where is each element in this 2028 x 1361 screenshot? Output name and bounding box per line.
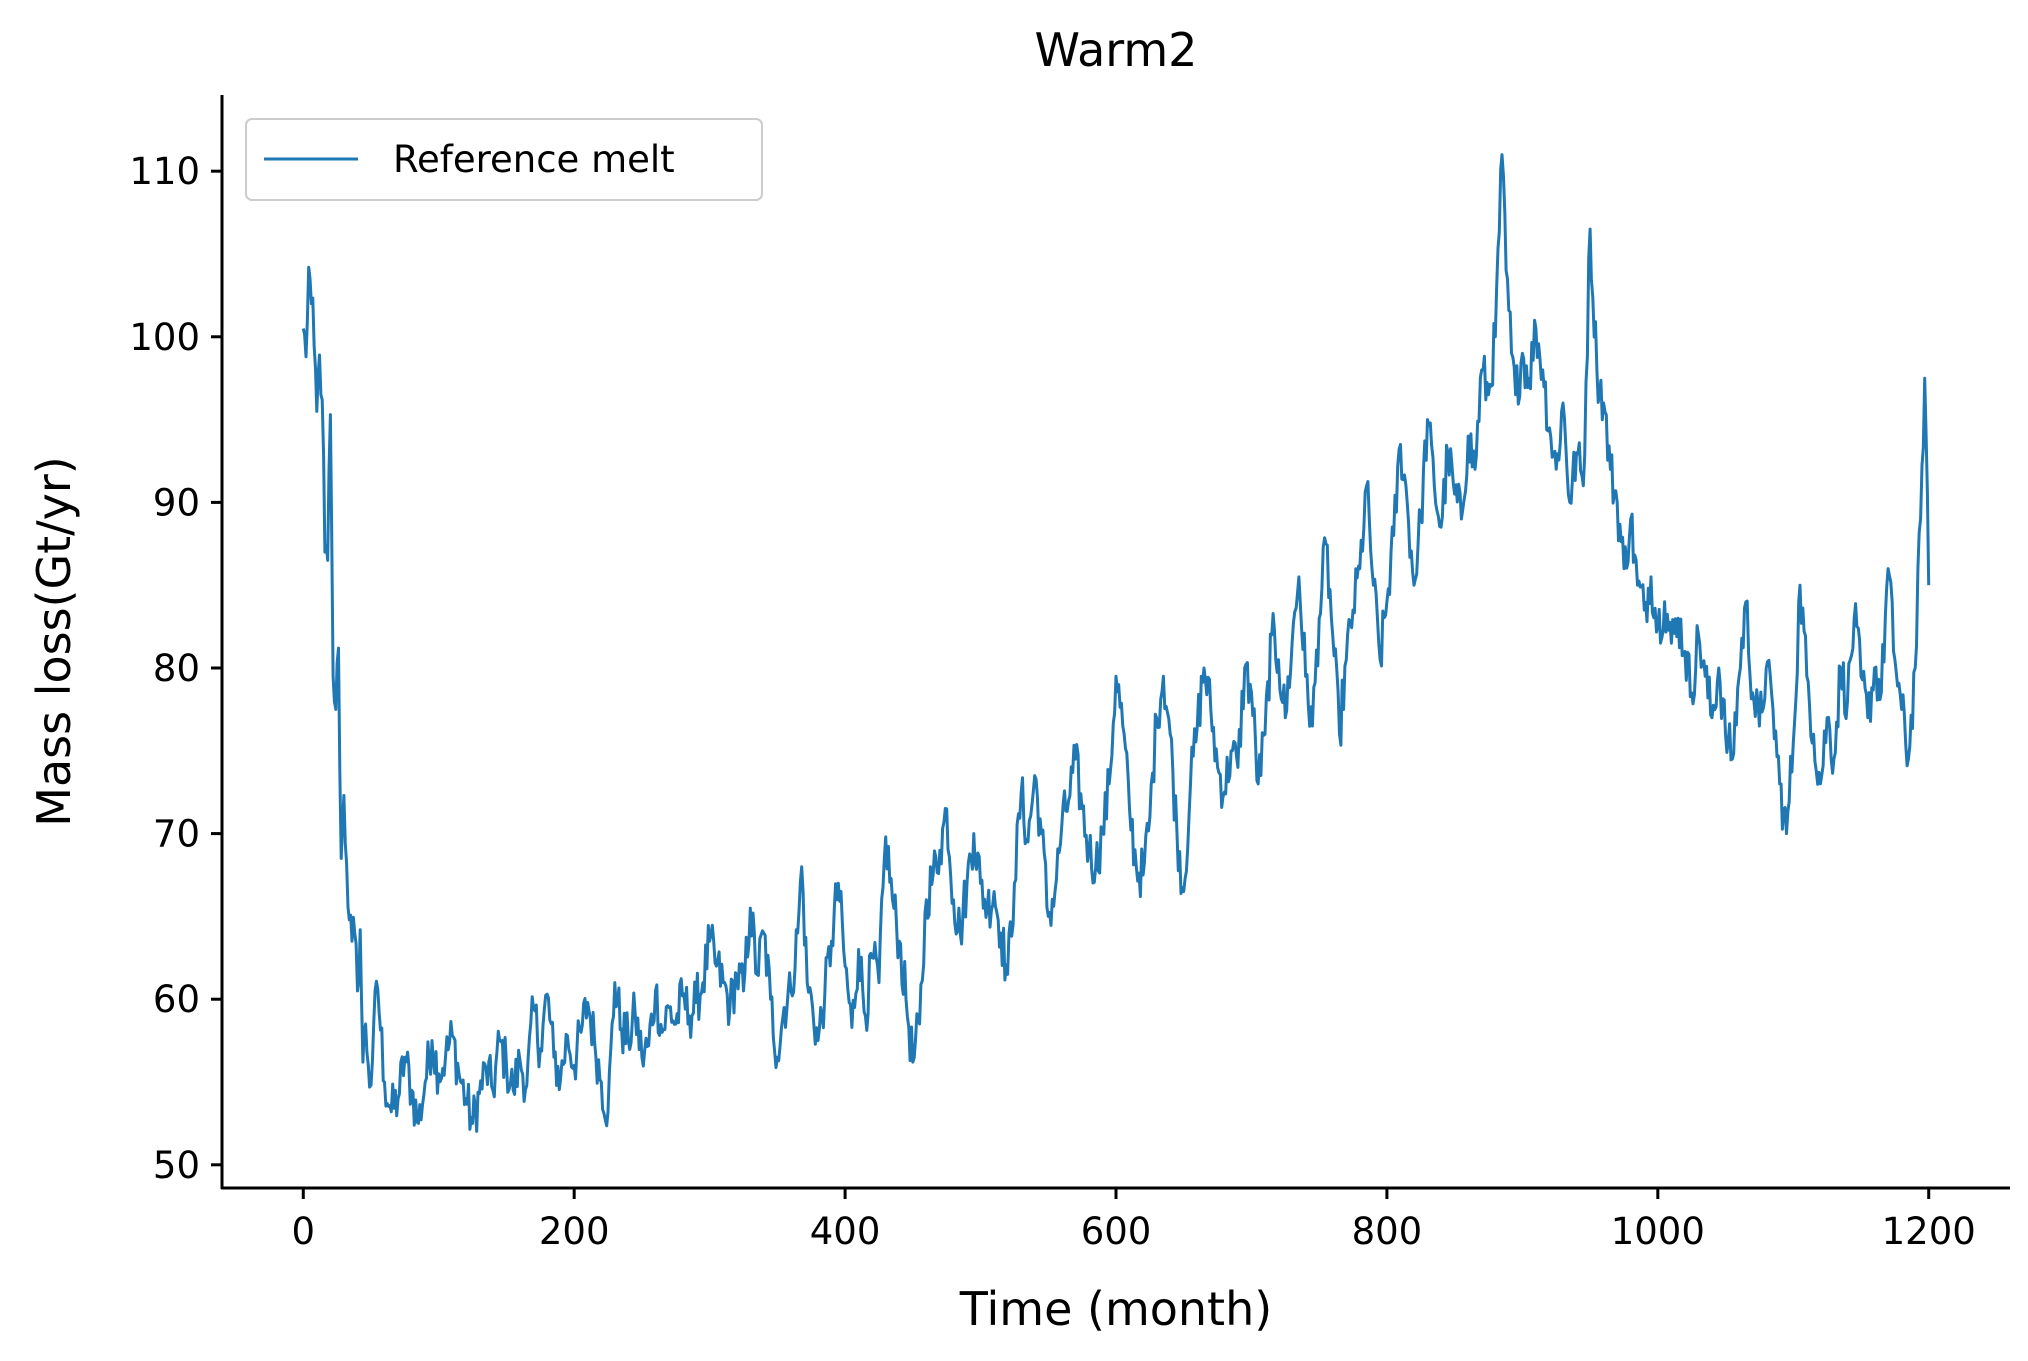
legend-label: Reference melt [393,138,675,181]
x-tick-label: 1200 [1882,1210,1976,1253]
y-tick-label: 110 [129,150,200,193]
y-tick-label: 80 [153,647,200,690]
legend: Reference melt [245,118,763,201]
x-tick-label: 400 [810,1210,881,1253]
y-tick-label: 90 [153,481,200,524]
chart-title: Warm2 [1035,23,1198,77]
x-tick-label: 200 [539,1210,610,1253]
y-tick-label: 70 [153,813,200,856]
y-tick-label: 100 [129,316,200,359]
x-tick-label: 600 [1081,1210,1152,1253]
series-line [301,153,1931,1133]
y-tick-label: 50 [153,1144,200,1187]
y-tick-label: 60 [153,978,200,1021]
x-tick-label: 0 [291,1210,315,1253]
x-tick-label: 1000 [1611,1210,1705,1253]
legend-frame [245,118,763,201]
y-axis-title: Mass loss(Gt/yr) [27,456,81,827]
x-tick-label: 800 [1352,1210,1423,1253]
x-axis-title: Time (month) [959,1282,1272,1336]
